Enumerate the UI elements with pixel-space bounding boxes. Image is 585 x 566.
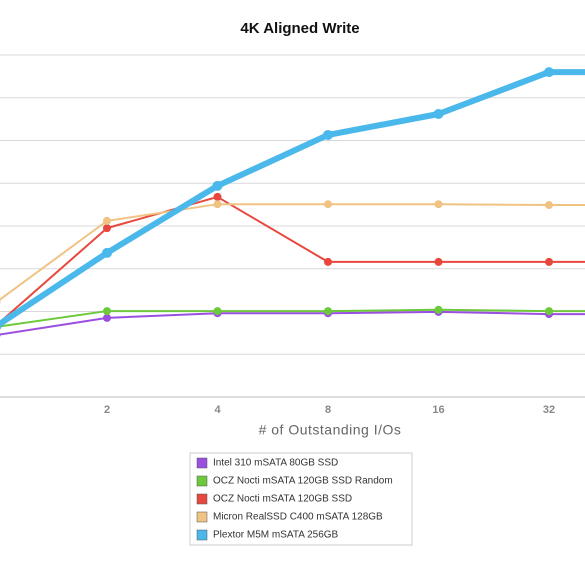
point <box>212 180 223 191</box>
point <box>434 305 443 314</box>
x-tick-label: 32 <box>543 404 555 416</box>
x-tick-label: 16 <box>432 404 444 416</box>
series-line <box>0 203 585 301</box>
point <box>545 201 553 210</box>
point <box>0 300 1 305</box>
legend-swatch <box>196 475 208 487</box>
legend-label: Intel 310 mSATA 80GB SSD <box>213 458 338 469</box>
legend-label: Plextor M5M mSATA 256GB <box>213 530 339 541</box>
point <box>433 108 444 119</box>
point <box>324 257 332 266</box>
legend-label: OCZ Nocti mSATA 120GB SSD <box>213 494 352 505</box>
legend-items: Intel 310 mSATA 80GB SSD OCZ Nocti mSATA … <box>196 457 393 541</box>
point <box>213 200 222 209</box>
point <box>434 200 443 209</box>
chart-title: 4K Aligned Write <box>240 20 359 37</box>
plot <box>0 67 585 337</box>
x-tick-label: 4 <box>214 404 221 416</box>
point <box>103 224 111 233</box>
point <box>103 216 111 225</box>
legend-label: OCZ Nocti mSATA 120GB SSD Random <box>213 476 393 487</box>
legend-swatch <box>196 457 208 469</box>
legend <box>189 452 413 546</box>
series-line <box>0 69 585 328</box>
point <box>545 307 553 316</box>
point <box>434 257 443 266</box>
point <box>0 333 1 337</box>
point <box>324 307 332 316</box>
legend-swatch <box>196 529 208 541</box>
point <box>103 313 111 322</box>
legend-swatch <box>196 511 208 523</box>
series-line <box>0 195 585 324</box>
point <box>324 200 332 209</box>
point <box>103 307 111 316</box>
legend-swatch <box>196 493 208 505</box>
legend-label: Micron RealSSD C400 mSATA 128GB <box>213 512 383 523</box>
point <box>213 307 222 316</box>
point <box>544 67 554 78</box>
x-tick-label: 2 <box>104 404 110 416</box>
point <box>0 322 2 330</box>
x-tick-label: 8 <box>325 404 331 416</box>
point <box>102 247 112 258</box>
point <box>213 192 222 201</box>
point <box>323 129 333 140</box>
series-line <box>0 310 585 336</box>
point <box>545 257 553 266</box>
x-axis-label: # of Outstanding I/Os <box>259 422 402 438</box>
